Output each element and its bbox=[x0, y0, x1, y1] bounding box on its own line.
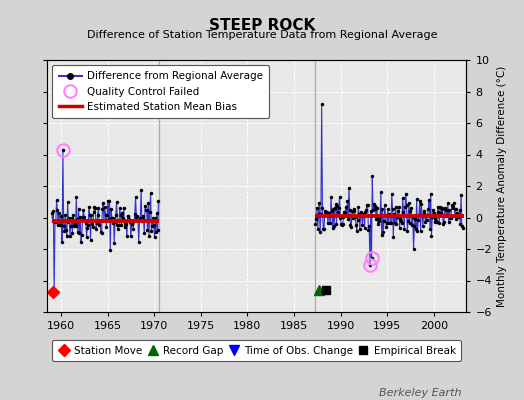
Legend: Difference from Regional Average, Quality Control Failed, Estimated Station Mean: Difference from Regional Average, Qualit… bbox=[52, 65, 269, 118]
Text: Berkeley Earth: Berkeley Earth bbox=[379, 388, 461, 398]
Legend: Station Move, Record Gap, Time of Obs. Change, Empirical Break: Station Move, Record Gap, Time of Obs. C… bbox=[52, 340, 461, 361]
Text: Difference of Station Temperature Data from Regional Average: Difference of Station Temperature Data f… bbox=[87, 30, 437, 40]
Text: STEEP ROCK: STEEP ROCK bbox=[209, 18, 315, 33]
Y-axis label: Monthly Temperature Anomaly Difference (°C): Monthly Temperature Anomaly Difference (… bbox=[497, 65, 507, 307]
